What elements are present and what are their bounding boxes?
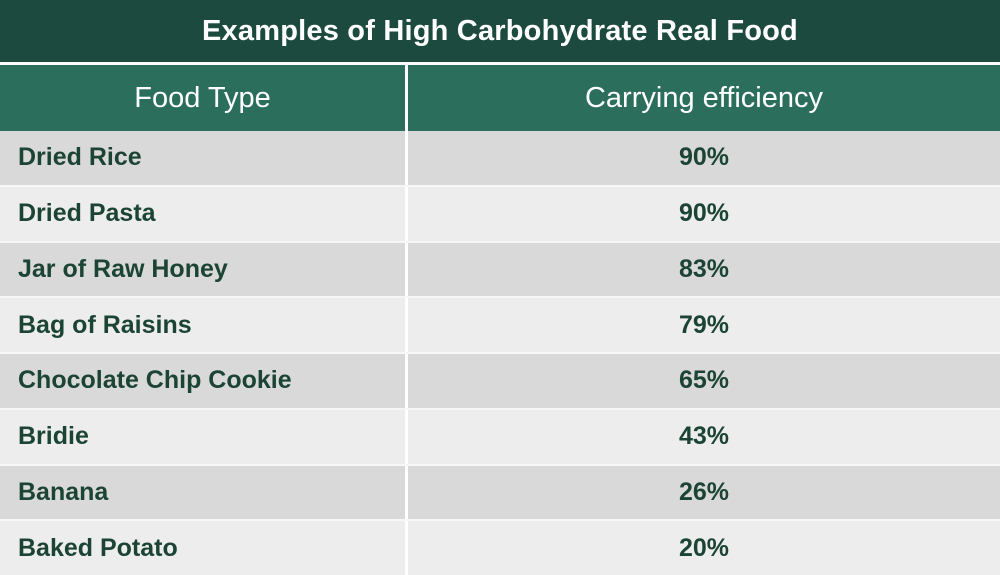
efficiency-value-cell: 90% xyxy=(408,186,1000,241)
table-row: Dried Rice 90% xyxy=(0,131,1000,187)
food-type-cell: Dried Pasta xyxy=(0,186,405,241)
table-row: Banana 26% xyxy=(0,465,1000,522)
table-header-row: Food Type Carrying efficiency xyxy=(0,65,1000,131)
efficiency-value-cell: 90% xyxy=(408,131,1000,185)
table-body: Dried Rice 90% Dried Pasta 90% Jar of Ra… xyxy=(0,131,1000,575)
column-header-food-type: Food Type xyxy=(0,65,405,131)
table-row: Dried Pasta 90% xyxy=(0,186,1000,243)
efficiency-value-cell: 43% xyxy=(408,409,1000,464)
table-row: Bridie 43% xyxy=(0,409,1000,466)
food-type-cell: Bridie xyxy=(0,409,405,464)
food-type-cell: Bag of Raisins xyxy=(0,298,405,352)
efficiency-value-cell: 83% xyxy=(408,242,1000,297)
efficiency-value-cell: 65% xyxy=(408,354,1000,408)
efficiency-value-cell: 26% xyxy=(408,465,1000,520)
column-header-carrying-efficiency: Carrying efficiency xyxy=(408,65,1000,131)
table-row: Chocolate Chip Cookie 65% xyxy=(0,354,1000,410)
efficiency-value-cell: 20% xyxy=(408,521,1000,575)
food-type-cell: Chocolate Chip Cookie xyxy=(0,354,405,408)
table-title: Examples of High Carbohydrate Real Food xyxy=(0,0,1000,62)
efficiency-value-cell: 79% xyxy=(408,298,1000,352)
food-type-cell: Baked Potato xyxy=(0,521,405,575)
food-type-cell: Dried Rice xyxy=(0,131,405,185)
table-row: Jar of Raw Honey 83% xyxy=(0,242,1000,299)
food-type-cell: Banana xyxy=(0,465,405,520)
table-row: Bag of Raisins 79% xyxy=(0,298,1000,354)
table-row: Baked Potato 20% xyxy=(0,521,1000,575)
food-type-cell: Jar of Raw Honey xyxy=(0,242,405,297)
